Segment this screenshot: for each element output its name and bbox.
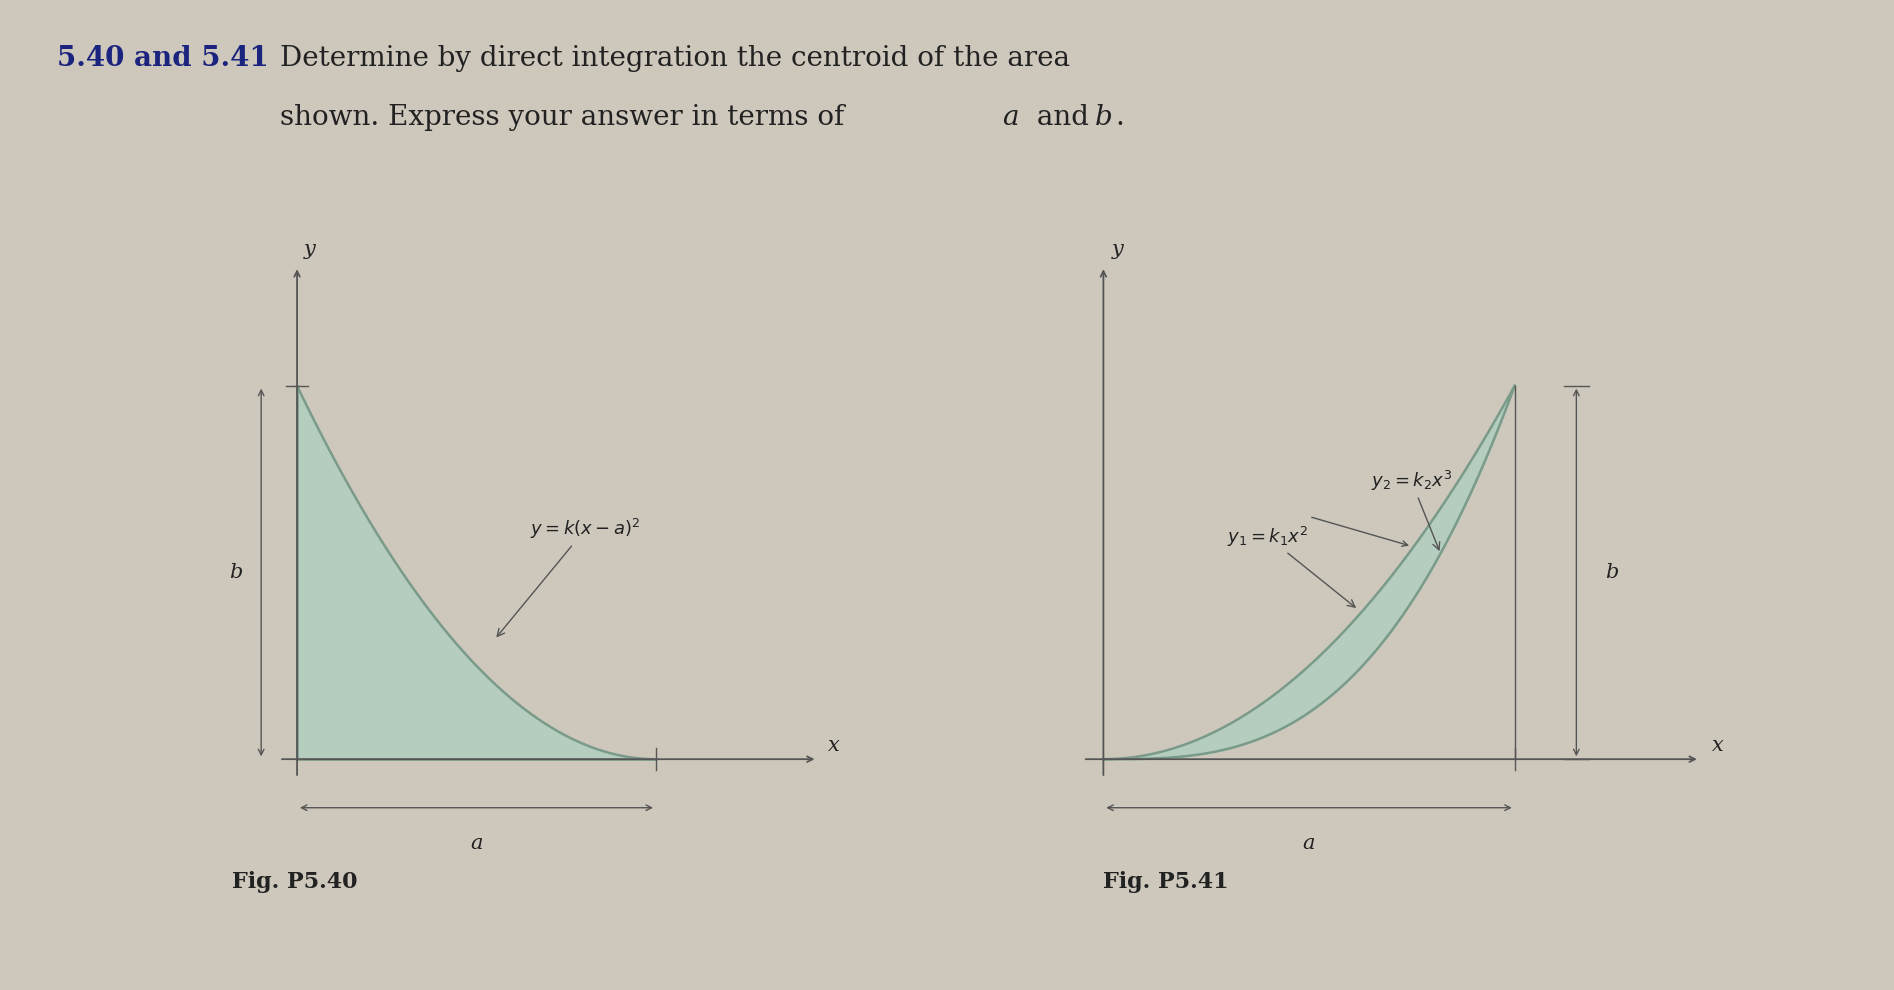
Text: b: b: [1095, 104, 1112, 131]
Text: .: .: [1116, 104, 1125, 131]
Text: x: x: [828, 737, 839, 755]
Text: Determine by direct integration the centroid of the area: Determine by direct integration the cent…: [280, 45, 1070, 71]
Text: a: a: [1303, 834, 1314, 852]
Text: $y = k(x - a)^2$: $y = k(x - a)^2$: [498, 517, 640, 637]
Text: a: a: [1002, 104, 1019, 131]
Text: Fig. P5.41: Fig. P5.41: [1104, 871, 1229, 893]
Text: b: b: [1604, 563, 1619, 582]
Text: 5.40 and 5.41: 5.40 and 5.41: [57, 45, 269, 71]
Text: x: x: [1712, 737, 1724, 755]
Text: y: y: [1112, 240, 1123, 258]
Text: $y_1 = k_1 x^2$: $y_1 = k_1 x^2$: [1227, 525, 1354, 607]
Text: shown. Express your answer in terms of: shown. Express your answer in terms of: [280, 104, 854, 131]
Text: b: b: [229, 563, 242, 582]
Text: a: a: [470, 834, 483, 852]
Text: and: and: [1028, 104, 1099, 131]
Text: y: y: [305, 240, 316, 258]
Text: $y_2 = k_2 x^3$: $y_2 = k_2 x^3$: [1371, 468, 1453, 549]
Text: Fig. P5.40: Fig. P5.40: [233, 871, 358, 893]
